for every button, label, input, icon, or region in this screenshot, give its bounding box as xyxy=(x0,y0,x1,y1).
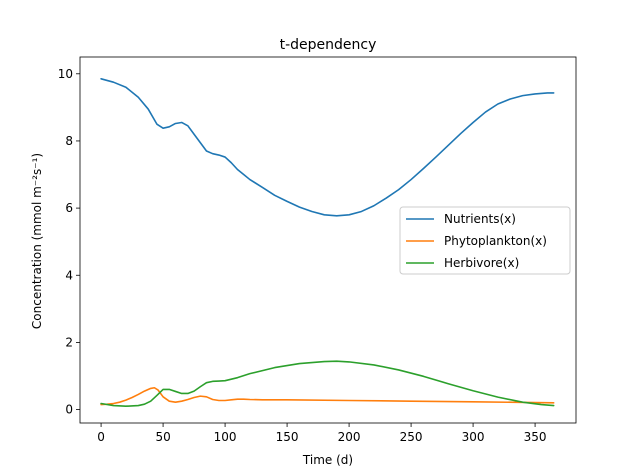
x-tick-label-5: 250 xyxy=(400,430,423,444)
y-tick-label-3: 6 xyxy=(65,201,73,215)
series-line-1 xyxy=(100,386,555,406)
y-tick-label-2: 4 xyxy=(65,268,73,282)
x-tick-label-0: 0 xyxy=(97,430,105,444)
legend-box xyxy=(399,206,571,275)
plot-frame xyxy=(79,56,577,424)
legend: Nutrients(x) Phytoplankton(x) Herbivore(x) xyxy=(399,206,571,275)
x-tick-label-2: 100 xyxy=(214,430,237,444)
y-axis: 0 2 4 6 8 10 xyxy=(58,67,80,417)
x-axis-label: Time (d) xyxy=(302,453,353,467)
chart-title: t-dependency xyxy=(280,37,377,53)
y-tick-label-5: 10 xyxy=(58,67,73,81)
y-tick-label-1: 2 xyxy=(65,335,73,349)
x-tick-label-4: 200 xyxy=(338,430,361,444)
y-tick-label-0: 0 xyxy=(65,403,73,417)
x-tick-label-1: 50 xyxy=(155,430,170,444)
legend-label-0: Nutrients(x) xyxy=(444,212,516,226)
y-tick-label-4: 8 xyxy=(65,134,73,148)
series-line-2 xyxy=(100,360,555,408)
legend-label-1: Phytoplankton(x) xyxy=(444,234,547,248)
plot-area xyxy=(79,56,577,424)
x-tick-label-6: 300 xyxy=(462,430,485,444)
x-axis: 0 50 100 150 200 250 300 350 xyxy=(97,423,547,444)
series-line-0 xyxy=(100,78,555,217)
y-axis-label: Concentration (mmol m⁻²s⁻¹) xyxy=(30,153,44,329)
x-tick-label-3: 150 xyxy=(276,430,299,444)
legend-label-2: Herbivore(x) xyxy=(444,256,519,270)
x-tick-label-7: 350 xyxy=(524,430,547,444)
